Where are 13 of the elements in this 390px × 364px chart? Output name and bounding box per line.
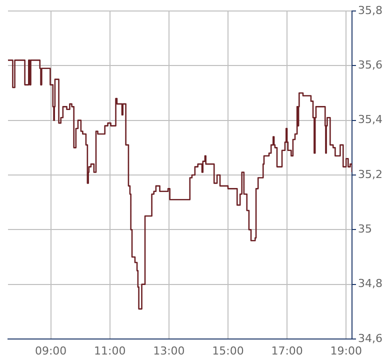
y-tick-label: 34,8 (358, 277, 382, 290)
y-tick-label: 35,6 (358, 58, 382, 72)
y-tick-label: 35 (358, 222, 372, 236)
x-tick-label: 13:00 (153, 344, 185, 358)
y-tick-label: 35,4 (358, 113, 382, 126)
y-tick-label: 35,8 (358, 4, 382, 17)
y-tick-label: 34,6 (358, 332, 382, 345)
x-tick-label: 09:00 (34, 344, 67, 358)
x-tick-label: 19:00 (330, 344, 362, 358)
x-tick-label: 15:00 (212, 344, 244, 358)
x-tick-label: 17:00 (271, 344, 303, 358)
x-tick-label: 11:00 (94, 344, 126, 358)
y-tick-label: 35,2 (358, 168, 382, 181)
